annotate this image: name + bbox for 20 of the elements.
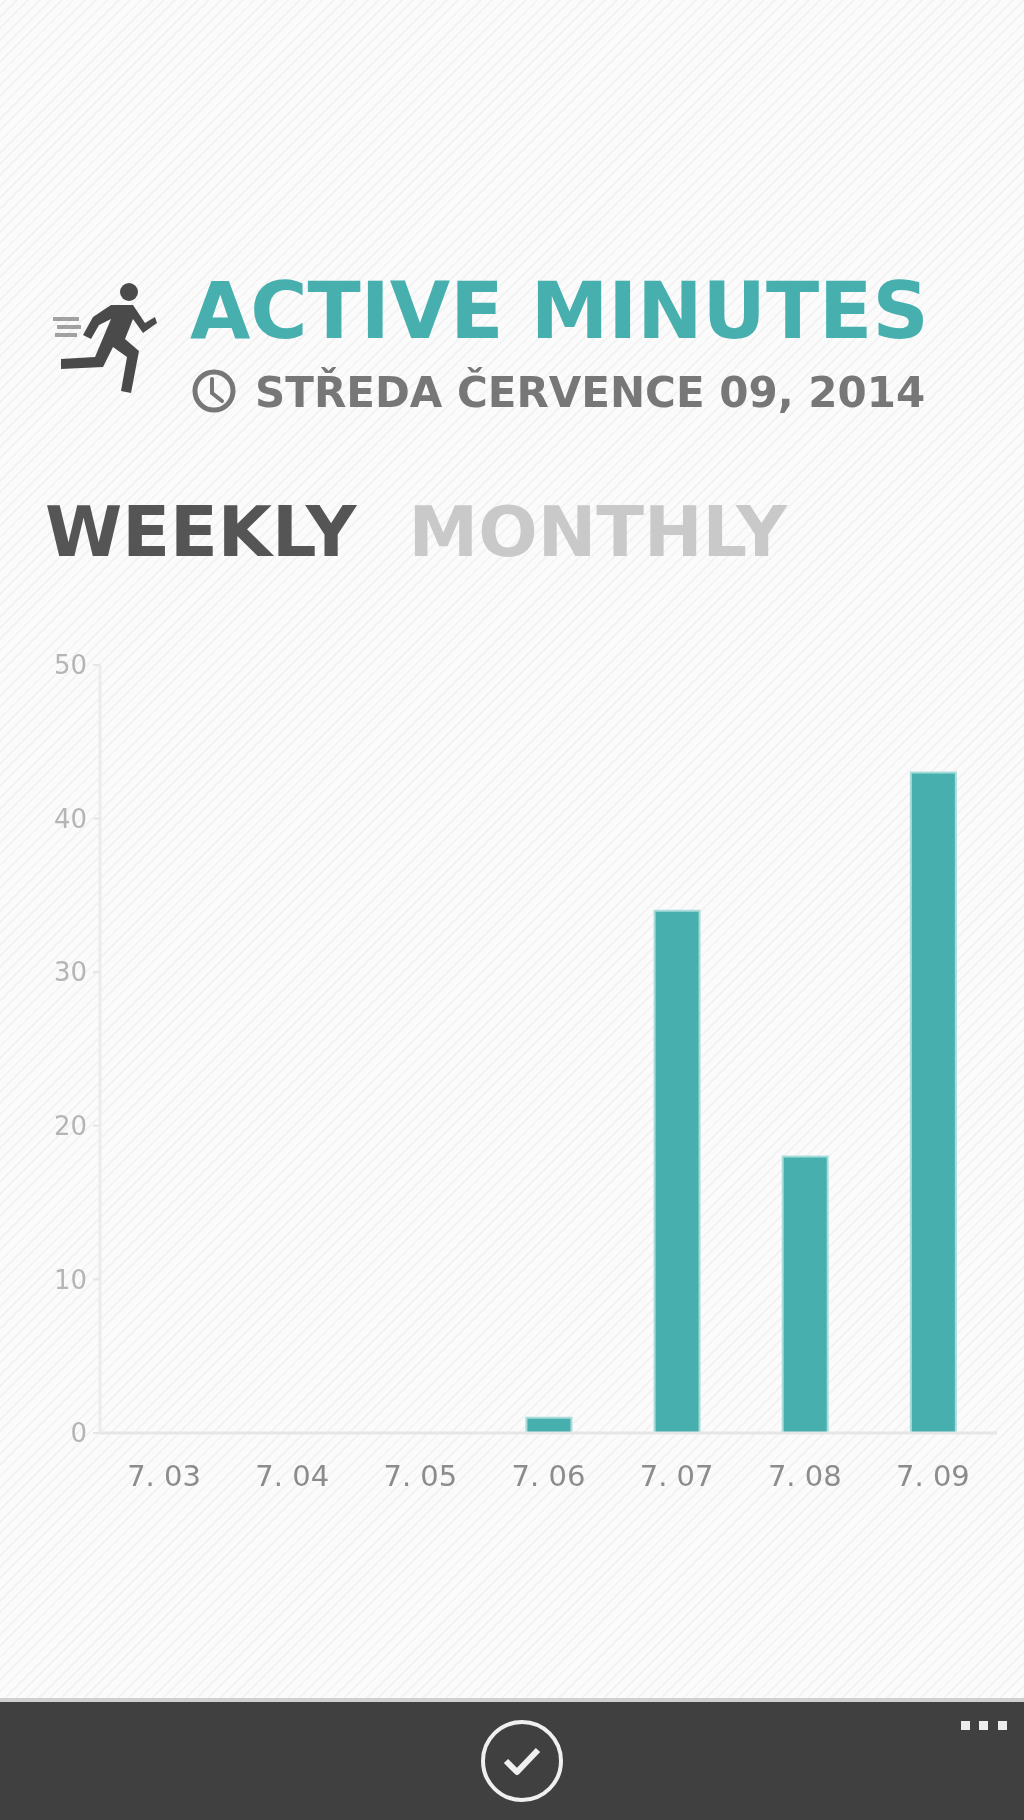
x-tick-label: 7. 09 (896, 1458, 970, 1493)
y-tick-label: 40 (53, 803, 87, 834)
bar (909, 771, 957, 1433)
text: WEEKLY (45, 490, 357, 574)
y-tick-label: 20 (53, 1111, 87, 1142)
bar (781, 1155, 829, 1433)
bar (525, 1416, 573, 1433)
x-tick-label: 7. 05 (383, 1458, 458, 1493)
x-tick-label: 7. 04 (255, 1458, 330, 1493)
y-tick-label: 10 (53, 1264, 87, 1295)
x-tick-label: 7. 03 (127, 1458, 201, 1493)
x-tick-label: 7. 08 (767, 1458, 842, 1493)
bar (653, 909, 701, 1433)
y-tick-label: 30 (53, 957, 87, 988)
chart-subtitle: STŘEDA ČERVENCE 09, 2014 (255, 366, 926, 419)
x-tick-label: 7. 06 (511, 1458, 586, 1493)
chart-title: ACTIVE MINUTES (190, 266, 929, 356)
y-tick-label: 0 (70, 1418, 87, 1449)
y-tick-label: 50 (53, 650, 87, 681)
x-tick-label: 7. 07 (639, 1458, 714, 1493)
